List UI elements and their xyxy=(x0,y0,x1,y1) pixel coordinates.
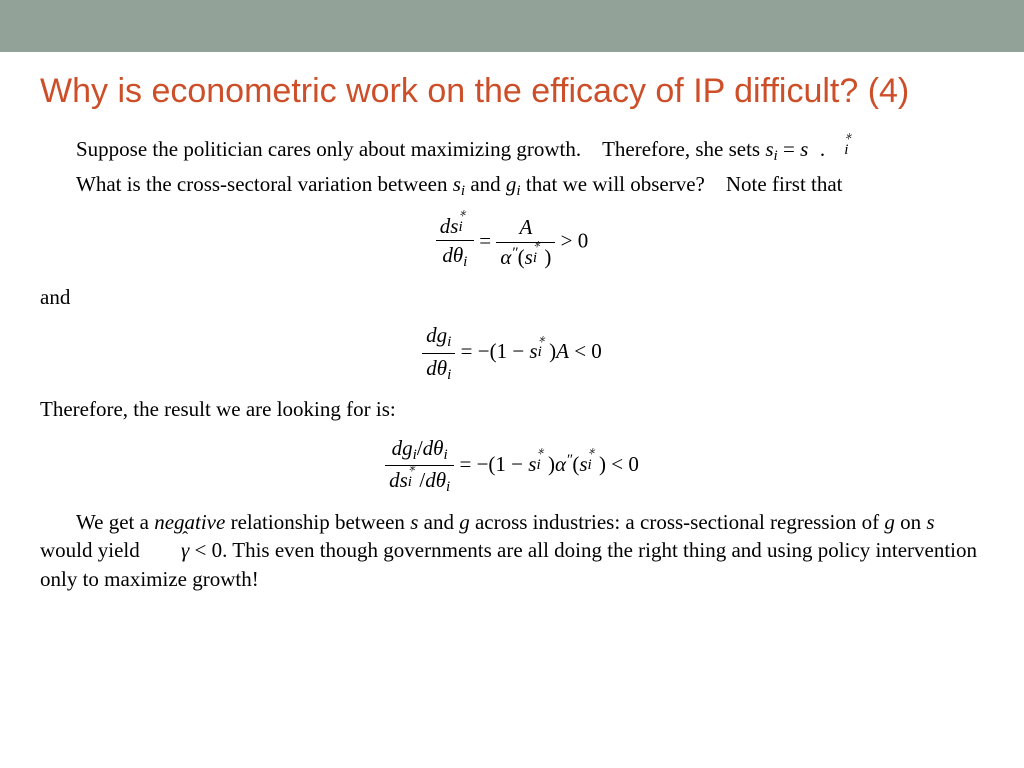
text: and xyxy=(465,172,506,196)
paragraph-4: We get a negative relationship between s… xyxy=(40,508,984,593)
var-s: si xyxy=(765,137,777,161)
text: that we will observe? Note first that xyxy=(521,172,843,196)
var-si: si xyxy=(453,172,465,196)
text: would yield xyxy=(40,538,145,562)
gamma-hat: ˆγ xyxy=(145,536,189,564)
var-s: s xyxy=(926,510,934,534)
equation-2: dgi dθi = −(1 − s∗i)A < 0 xyxy=(40,321,984,385)
top-accent-bar xyxy=(0,0,1024,52)
var-s-star: s∗i xyxy=(800,137,820,161)
paragraph-3: Therefore, the result we are looking for… xyxy=(40,395,984,423)
slide-content: Why is econometric work on the efficacy … xyxy=(0,52,1024,593)
text-and: and xyxy=(40,283,984,311)
text: Suppose the politician cares only about … xyxy=(76,137,765,161)
text: relationship between xyxy=(225,510,410,534)
paragraph-2: What is the cross-sectoral variation bet… xyxy=(40,170,984,202)
text: We get a xyxy=(76,510,154,534)
var-g: g xyxy=(459,510,470,534)
text: and xyxy=(418,510,459,534)
slide-title: Why is econometric work on the efficacy … xyxy=(40,70,984,113)
body-text: Suppose the politician cares only about … xyxy=(40,135,984,593)
paragraph-1: Suppose the politician cares only about … xyxy=(40,135,984,167)
var-g: g xyxy=(884,510,895,534)
text: What is the cross-sectoral variation bet… xyxy=(76,172,453,196)
equation-3: dgi/dθi ds∗i/dθi = −(1 − s∗i)α″(s∗i) < 0 xyxy=(40,434,984,498)
var-gi: gi xyxy=(506,172,521,196)
text: across industries: a cross-sectional reg… xyxy=(470,510,885,534)
text: on xyxy=(895,510,927,534)
equation-1: ds∗i dθi = A α″(s∗i) > 0 xyxy=(40,212,984,273)
